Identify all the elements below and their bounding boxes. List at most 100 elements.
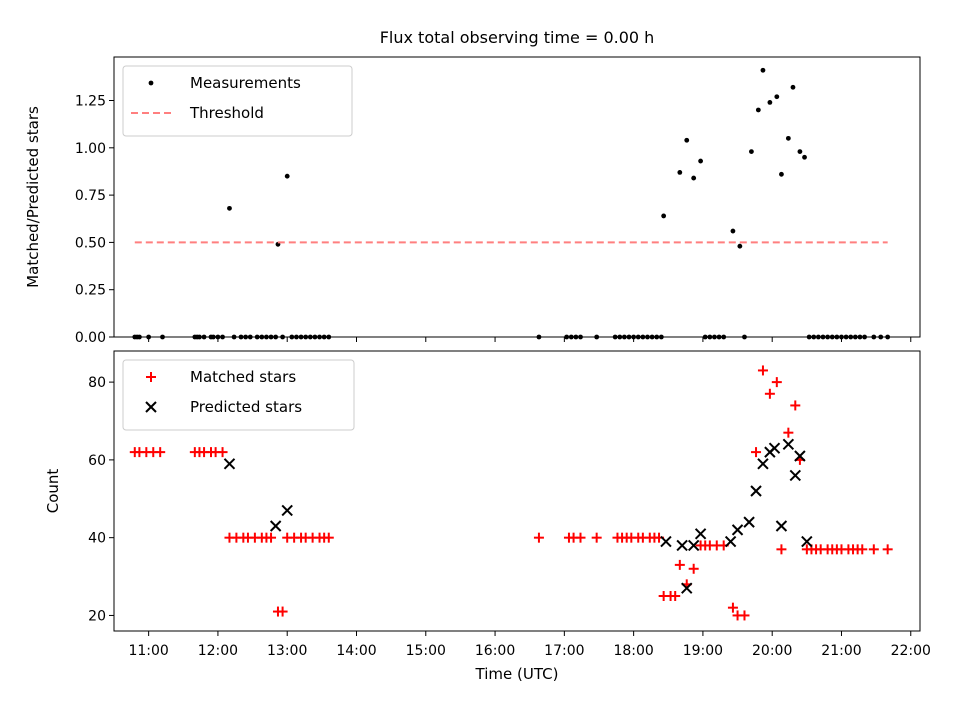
- data-point: [862, 334, 867, 340]
- data-point: [767, 100, 773, 105]
- x-axis-label: Time (UTC): [475, 665, 559, 683]
- data-point: [716, 334, 722, 340]
- data-point: [197, 334, 202, 340]
- data-point: [573, 334, 579, 340]
- y-tick-label: 0.50: [75, 235, 106, 251]
- y-tick-label: 1.00: [75, 141, 106, 157]
- data-point: [764, 388, 775, 399]
- legend-label: Predicted stars: [190, 398, 302, 416]
- data-point: [751, 447, 762, 458]
- data-point: [885, 334, 891, 340]
- legend-box: [122, 359, 355, 431]
- data-point: [254, 334, 260, 340]
- legend-1: Measurements Threshold: [122, 65, 353, 137]
- data-point: [674, 559, 685, 570]
- data-point: [839, 334, 844, 340]
- data-point: [533, 532, 544, 543]
- data-point: [829, 334, 835, 340]
- data-point: [284, 173, 290, 179]
- data-point: [649, 334, 655, 340]
- x-tick-label: 13:00: [267, 643, 307, 659]
- x-tick-label: 21:00: [821, 643, 861, 659]
- data-point: [160, 334, 165, 340]
- data-point: [676, 539, 688, 552]
- data-point: [760, 67, 766, 73]
- data-point: [137, 334, 142, 340]
- y-tick-label: 60: [88, 453, 106, 469]
- data-point: [273, 334, 279, 340]
- plot-frame-1: [113, 56, 921, 338]
- chart-title: Flux total observing time = 0.00 h: [380, 28, 655, 47]
- data-point: [612, 334, 618, 340]
- x-tick-label: 17:00: [544, 643, 584, 659]
- data-point: [621, 334, 627, 340]
- data-point: [312, 334, 318, 340]
- x-tick-label: 19:00: [683, 643, 723, 659]
- data-point: [321, 334, 327, 340]
- data-point: [298, 334, 304, 340]
- data-point: [783, 427, 794, 438]
- data-point: [776, 544, 787, 555]
- y-tick-label: 40: [88, 531, 106, 547]
- legend-box: [122, 65, 353, 137]
- data-point: [742, 334, 747, 340]
- data-point: [645, 334, 650, 340]
- legend-2: Matched stars Predicted stars: [122, 359, 355, 431]
- x-tick-label: 18:00: [613, 643, 653, 659]
- data-point: [294, 334, 299, 340]
- data-point: [635, 334, 641, 340]
- data-point: [815, 334, 821, 340]
- data-point: [215, 334, 221, 340]
- data-point: [852, 334, 858, 340]
- data-point: [688, 563, 699, 574]
- legend-label: Matched stars: [190, 368, 296, 386]
- data-point: [882, 544, 893, 555]
- data-point: [317, 334, 322, 340]
- y-tick-label: 20: [88, 608, 106, 624]
- data-point: [848, 334, 854, 340]
- plot-frame-2: [113, 350, 921, 632]
- data-point: [834, 334, 840, 340]
- data-point: [323, 532, 334, 543]
- legend-label: Measurements: [190, 74, 301, 92]
- series-predicted-stars: [223, 438, 813, 594]
- y-tick-label: 1.25: [75, 94, 106, 110]
- data-point: [303, 334, 309, 340]
- data-point: [247, 334, 253, 340]
- data-point: [277, 606, 288, 617]
- data-point: [658, 334, 664, 340]
- data-point: [825, 334, 831, 340]
- x-tick-label: 14:00: [336, 643, 376, 659]
- data-point: [691, 175, 697, 181]
- data-point: [591, 532, 602, 543]
- data-point: [654, 334, 660, 340]
- data-point: [806, 334, 812, 340]
- data-point: [749, 149, 754, 154]
- data-point: [768, 442, 781, 454]
- y-tick-label: 80: [88, 375, 106, 391]
- data-point: [802, 154, 807, 160]
- data-point: [238, 334, 244, 340]
- x-tick-label: 20:00: [752, 643, 792, 659]
- data-point: [857, 334, 863, 340]
- data-point: [739, 610, 750, 621]
- data-point: [217, 447, 228, 458]
- data-point: [326, 334, 332, 340]
- data-point: [727, 602, 738, 613]
- panel-2: 20 40 60 80 11:00 12:00 13:00 14:00 15:00 16:00 17…: [44, 350, 931, 683]
- panel-1: Flux total observing time = 0.00 h 0.00 0.…: [24, 28, 921, 346]
- data-point: [210, 334, 216, 340]
- data-point: [536, 334, 542, 340]
- y-tick-label: 0.00: [75, 330, 106, 346]
- data-point: [227, 205, 232, 211]
- y-tick-label: 0.25: [75, 283, 106, 299]
- data-point: [289, 334, 295, 340]
- data-point: [280, 334, 285, 340]
- data-point: [307, 334, 313, 340]
- data-point: [743, 516, 755, 528]
- data-point: [790, 84, 796, 90]
- data-point: [750, 485, 762, 497]
- data-point: [757, 458, 769, 470]
- data-point: [755, 107, 761, 113]
